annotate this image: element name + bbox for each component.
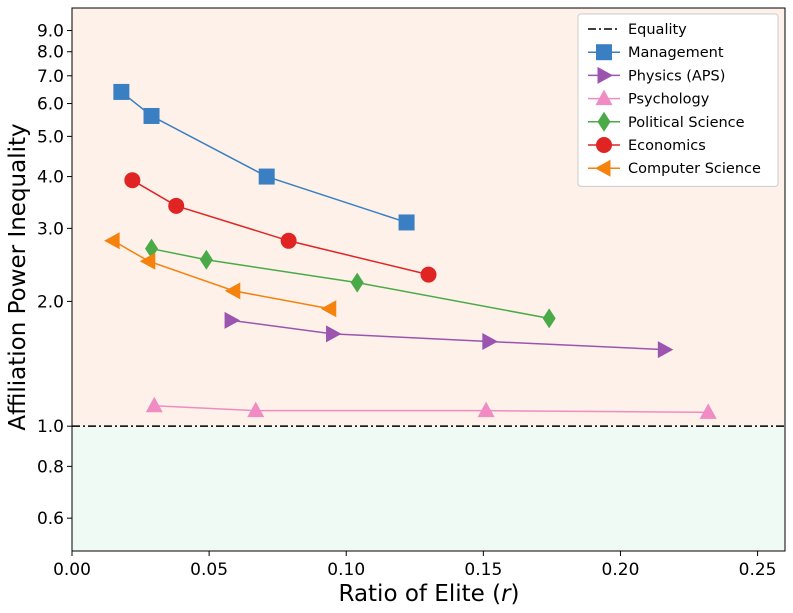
x-axis-title-variable: r <box>501 581 512 607</box>
data-point-political-science <box>199 249 213 270</box>
data-point-physics-aps <box>326 325 342 343</box>
data-point-physics-aps <box>482 333 498 351</box>
legend-label-economics: Economics <box>628 138 706 154</box>
data-point-psychology <box>247 401 265 418</box>
legend-label-political-science: Political Science <box>628 115 745 131</box>
data-point-management <box>258 168 275 185</box>
legend-label-equality: Equality <box>628 22 687 38</box>
series-line-management <box>120 91 407 224</box>
y-axis-title: Affiliation Power Inequality <box>5 123 31 430</box>
data-point-computer-science <box>139 252 156 270</box>
y-tick-label: 4.0 <box>37 168 64 188</box>
region-below-equality <box>72 426 785 551</box>
legend-label-psychology: Psychology <box>628 92 710 108</box>
data-point-physics-aps <box>657 341 674 359</box>
legend: Equality Management Physics (APS) Psycholog… <box>577 13 779 187</box>
legend-marker-economics <box>596 137 612 153</box>
legend-marker-management <box>596 44 612 61</box>
series-line-economics <box>131 179 429 276</box>
data-point-political-science <box>542 308 556 329</box>
legend-marker-political-science <box>597 111 611 132</box>
x-tick-label: 0.20 <box>602 560 640 580</box>
y-tick-label: 0.6 <box>37 509 64 529</box>
plot-frame <box>71 7 786 552</box>
series-line-physics-aps <box>230 319 665 351</box>
legend-marker-physics-aps <box>597 66 613 84</box>
x-axis-title-main: Ratio of Elite ( <box>338 581 501 607</box>
x-axis-title: Ratio of Elite (r) <box>338 581 519 607</box>
legend-box <box>577 13 779 187</box>
data-point-economics <box>420 266 437 283</box>
y-tick-label: 5.0 <box>37 127 64 147</box>
data-point-economics <box>168 197 185 214</box>
x-tick-label: 0.05 <box>190 560 228 580</box>
data-point-computer-science <box>320 300 337 318</box>
data-point-physics-aps <box>224 311 241 329</box>
data-point-management <box>113 83 130 100</box>
y-tick-label: 9.0 <box>37 22 64 42</box>
series-line-psychology <box>154 405 709 414</box>
series-lines <box>112 91 709 414</box>
y-tick-label: 6.0 <box>37 95 64 115</box>
series-markers <box>104 83 717 419</box>
y-axis-ticks: 0.6 0.8 1.0 2.0 3.0 4.0 5.0 6.0 7.0 8.09.0 <box>37 22 72 529</box>
y-tick-label: 1.0 <box>37 417 64 437</box>
x-axis-title-end: ) <box>511 581 520 607</box>
data-point-psychology <box>145 396 163 413</box>
y-tick-label: 8.0 <box>37 43 64 63</box>
data-point-computer-science <box>224 282 241 300</box>
data-point-computer-science <box>104 232 120 250</box>
series-line-computer-science <box>112 240 330 310</box>
x-axis-ticks: 0.00 0.05 0.10 0.15 0.20 0.25 <box>53 551 777 580</box>
data-point-economics <box>280 232 297 249</box>
y-tick-label: 2.0 <box>37 292 64 312</box>
y-tick-label: 0.8 <box>37 457 64 477</box>
data-point-political-science <box>350 272 364 293</box>
data-point-management <box>143 107 160 124</box>
data-point-economics <box>124 172 141 189</box>
x-tick-label: 0.00 <box>53 560 91 580</box>
data-point-psychology <box>477 401 495 418</box>
series-line-political-science <box>151 247 550 320</box>
x-tick-label: 0.10 <box>327 560 365 580</box>
x-tick-label: 0.25 <box>739 560 777 580</box>
legend-label-management: Management <box>628 45 724 61</box>
legend-marker-computer-science <box>595 159 611 177</box>
x-tick-label: 0.15 <box>464 560 502 580</box>
y-tick-label: 7.0 <box>37 67 64 87</box>
data-point-management <box>398 214 415 231</box>
legend-label-computer-science: Computer Science <box>628 161 761 177</box>
data-point-psychology <box>699 403 717 419</box>
y-tick-label: 3.0 <box>37 219 64 239</box>
legend-marker-psychology <box>595 89 613 106</box>
legend-label-physics-aps: Physics (APS) <box>628 68 725 84</box>
